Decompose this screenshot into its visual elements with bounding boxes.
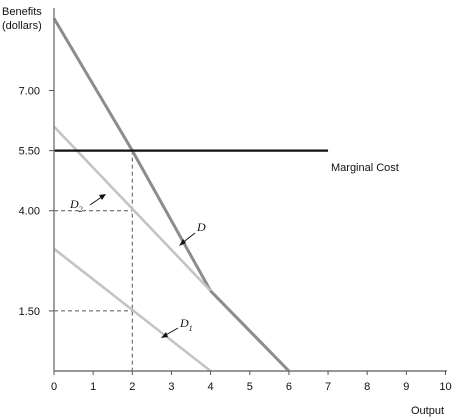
- label-d2-text: D2: [69, 197, 83, 214]
- label-d2-main: D: [69, 197, 79, 211]
- series-d2-line: [53, 125, 212, 292]
- x-tick-label: 6: [286, 381, 292, 393]
- y-tick-label: 1.50: [19, 306, 40, 318]
- x-tick-label: 0: [51, 381, 57, 393]
- y-tick-label: 7.00: [19, 86, 40, 98]
- label-d: D: [179, 220, 206, 246]
- x-tick-label: 3: [168, 381, 174, 393]
- dashed-guides: [54, 150, 133, 371]
- y-axis-ticks: 1.50 4.00 5.50 7.00: [19, 86, 54, 318]
- marginal-cost-label: Marginal Cost: [331, 162, 399, 174]
- x-tick-label: 8: [364, 381, 370, 393]
- plot-area: 1.50 4.00 5.50 7.00 0 1 2 3 4 5 6 7 8 9 10: [19, 8, 452, 393]
- label-d1-text: D1: [179, 316, 193, 333]
- label-d1: D1: [161, 316, 193, 338]
- x-axis-title: Output: [411, 405, 444, 417]
- arrowhead-d1: [161, 332, 168, 338]
- x-tick-label: 7: [325, 381, 331, 393]
- x-tick-label: 2: [129, 381, 135, 393]
- label-d2: D2: [69, 194, 106, 214]
- arrowhead-d2: [99, 194, 106, 200]
- label-d-text: D: [196, 220, 206, 234]
- x-tick-label: 5: [247, 381, 253, 393]
- x-tick-label: 10: [439, 381, 451, 393]
- y-axis-title-line1: Benefits: [2, 6, 42, 18]
- x-tick-label: 1: [90, 381, 96, 393]
- y-tick-label: 4.00: [19, 206, 40, 218]
- label-d1-sub: 1: [189, 324, 193, 333]
- demand-curves: [52, 17, 290, 373]
- label-d1-main: D: [179, 316, 189, 330]
- x-tick-label: 4: [208, 381, 214, 393]
- y-tick-label: 5.50: [19, 146, 40, 158]
- series-d-line: [52, 17, 290, 373]
- y-axis-title-line2: (dollars): [2, 20, 42, 32]
- x-axis-ticks: 0 1 2 3 4 5 6 7 8 9 10: [51, 371, 452, 393]
- arrowhead-d: [179, 239, 186, 246]
- series-d1-line: [53, 247, 212, 373]
- x-tick-label: 9: [403, 381, 409, 393]
- label-d2-sub: 2: [79, 205, 83, 214]
